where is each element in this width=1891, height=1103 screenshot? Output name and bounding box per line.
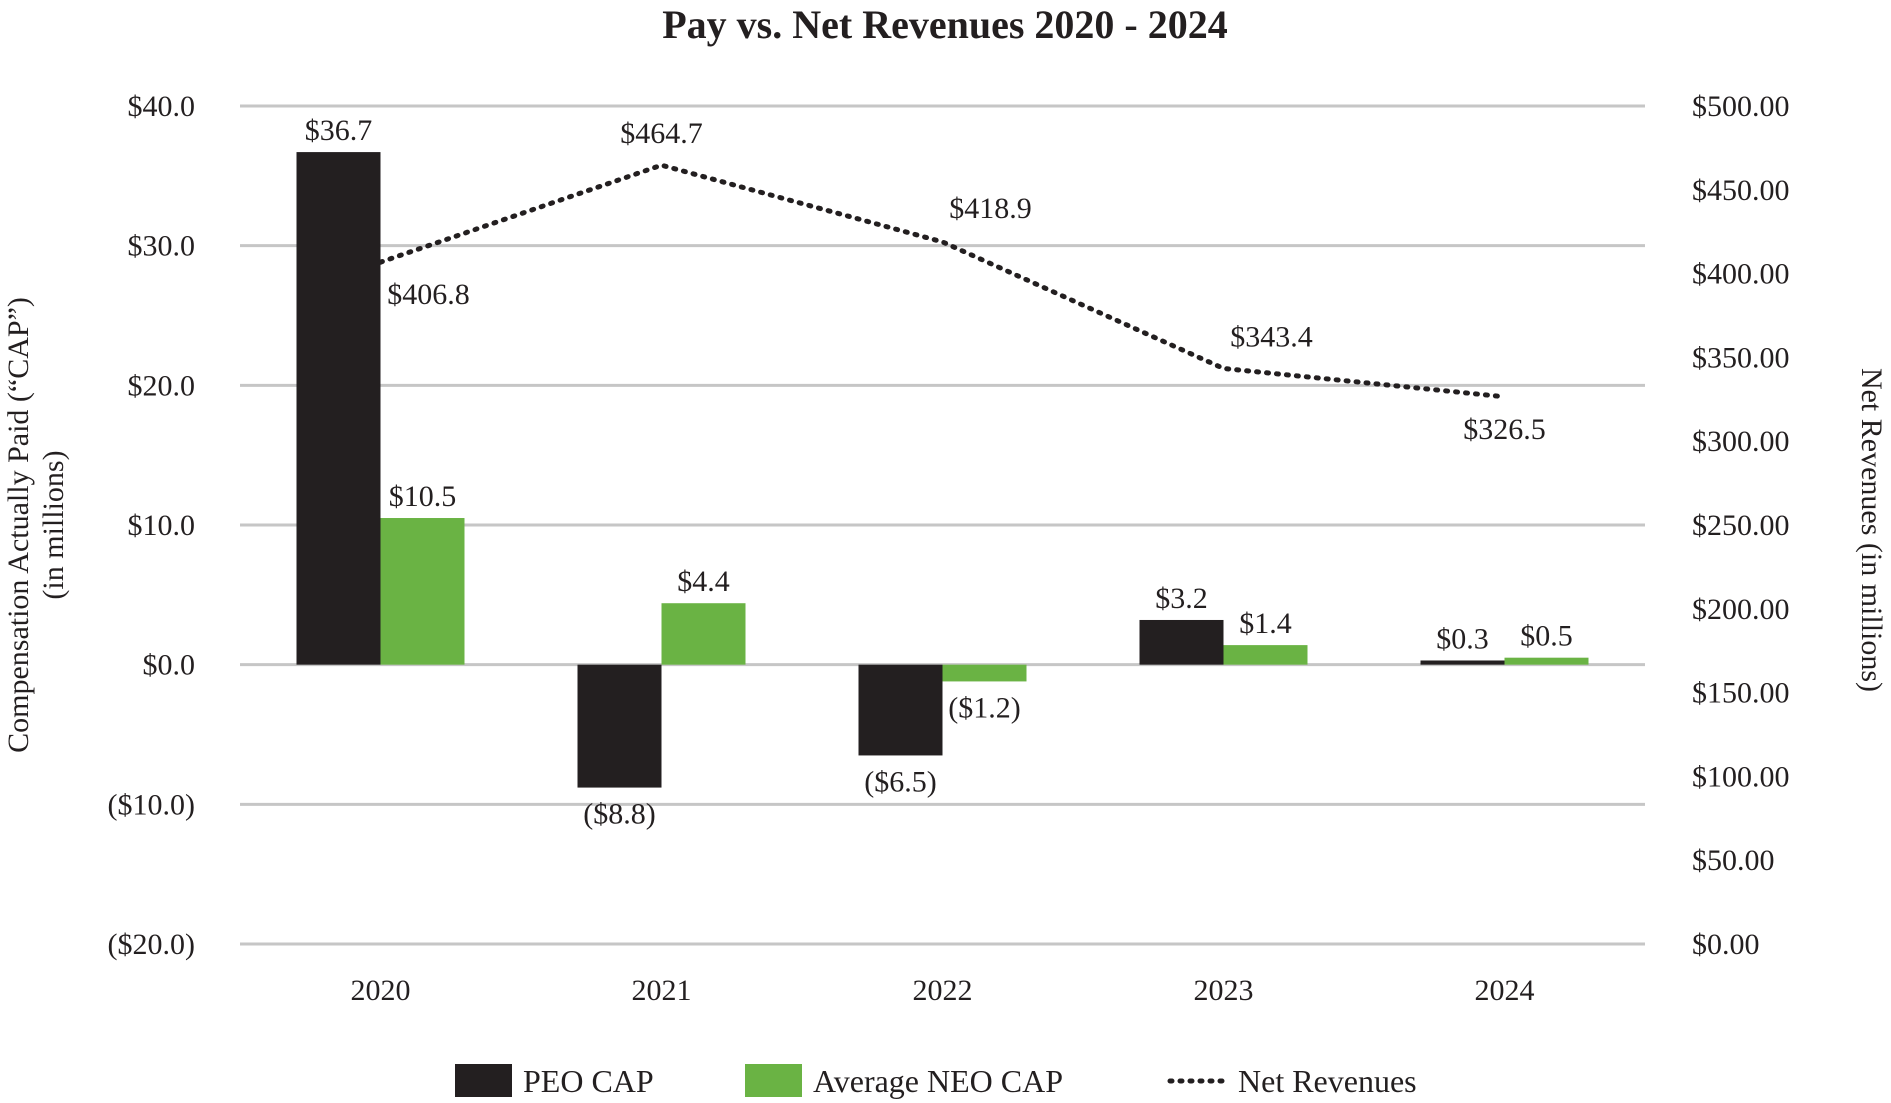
y-tick-label: ($20.0) <box>108 928 195 961</box>
bar-value-label: ($6.5) <box>864 765 936 798</box>
legend: PEO CAP Average NEO CAP Net Revenues <box>455 1063 1417 1099</box>
net-revenues-line <box>378 162 1507 400</box>
data-labels: $36.7 ($8.8) ($6.5) $3.2 $0.3 $10.5 $4.4 ($1.2)… <box>305 114 1573 830</box>
y-tick-label: $10.0 <box>128 509 196 542</box>
bar-value-label: $1.4 <box>1239 607 1292 640</box>
y-tick-label: $0.0 <box>143 649 196 682</box>
line-value-label: $326.5 <box>1463 413 1546 446</box>
peo-cap-bar <box>858 664 943 756</box>
chart-title: Pay vs. Net Revenues 2020 - 2024 <box>662 2 1228 47</box>
right-axis-title: Net Revenues (in millions) <box>1855 368 1888 692</box>
bar-value-label: $4.4 <box>677 565 730 598</box>
legend-swatch <box>455 1064 512 1097</box>
y2-tick-label: $0.00 <box>1692 928 1760 961</box>
peo-cap-bar <box>577 664 662 788</box>
x-tick-label: 2024 <box>1475 974 1535 1007</box>
peo-cap-bar <box>1420 660 1505 665</box>
peo-cap-bar <box>296 152 381 665</box>
y2-tick-label: $50.00 <box>1692 844 1775 877</box>
x-tick-label: 2022 <box>913 974 973 1007</box>
bar-value-label: ($1.2) <box>948 691 1020 724</box>
left-axis-subtitle: (in millions) <box>37 450 70 599</box>
neo-cap-bar <box>661 603 746 665</box>
y2-tick-label: $350.00 <box>1692 341 1790 374</box>
y-tick-label: $40.0 <box>128 90 196 123</box>
y2-tick-label: $500.00 <box>1692 90 1790 123</box>
neo-cap-bar <box>1504 657 1589 665</box>
line-value-label: $418.9 <box>949 192 1032 225</box>
y2-tick-label: $250.00 <box>1692 509 1790 542</box>
bar-value-label: $3.2 <box>1155 582 1208 615</box>
net-revenue-line-group <box>378 162 1507 400</box>
x-tick-label: 2020 <box>351 974 411 1007</box>
bar-value-label: $36.7 <box>305 114 373 147</box>
bars <box>296 152 1589 788</box>
y2-tick-label: $300.00 <box>1692 425 1790 458</box>
bar-value-label: $0.5 <box>1520 620 1573 653</box>
right-axis-ticks: $500.00 $450.00 $400.00 $350.00 $300.00 $250.… <box>1692 90 1790 961</box>
line-value-label: $464.7 <box>620 117 703 150</box>
neo-cap-bar <box>1223 645 1308 665</box>
y-tick-label: $20.0 <box>128 369 196 402</box>
x-tick-label: 2021 <box>632 974 692 1007</box>
bar-value-label: ($8.8) <box>583 798 655 831</box>
y-tick-label: $30.0 <box>128 230 196 263</box>
x-axis-ticks: 2020 2021 2022 2023 2024 <box>351 974 1535 1007</box>
bar-value-label: $0.3 <box>1436 622 1489 655</box>
line-value-label: $343.4 <box>1230 320 1313 353</box>
peo-cap-bar <box>1139 619 1224 665</box>
y2-tick-label: $150.00 <box>1692 677 1790 710</box>
neo-cap-bar <box>380 518 465 665</box>
y-tick-label: ($10.0) <box>108 788 195 821</box>
line-value-label: $406.8 <box>387 278 470 311</box>
legend-swatch <box>745 1064 802 1097</box>
x-tick-label: 2023 <box>1194 974 1254 1007</box>
neo-cap-bar <box>942 664 1027 682</box>
legend-label: Average NEO CAP <box>813 1063 1063 1099</box>
y2-tick-label: $400.00 <box>1692 258 1790 291</box>
legend-label: Net Revenues <box>1238 1063 1417 1099</box>
legend-label: PEO CAP <box>523 1063 654 1099</box>
bar-value-label: $10.5 <box>389 480 457 513</box>
left-axis-title: Compensation Actually Paid (“CAP”) <box>2 297 35 753</box>
y2-tick-label: $450.00 <box>1692 174 1790 207</box>
y2-tick-label: $100.00 <box>1692 760 1790 793</box>
y2-tick-label: $200.00 <box>1692 593 1790 626</box>
left-axis-ticks: $40.0 $30.0 $20.0 $10.0 $0.0 ($10.0) ($20.0) <box>108 90 195 961</box>
